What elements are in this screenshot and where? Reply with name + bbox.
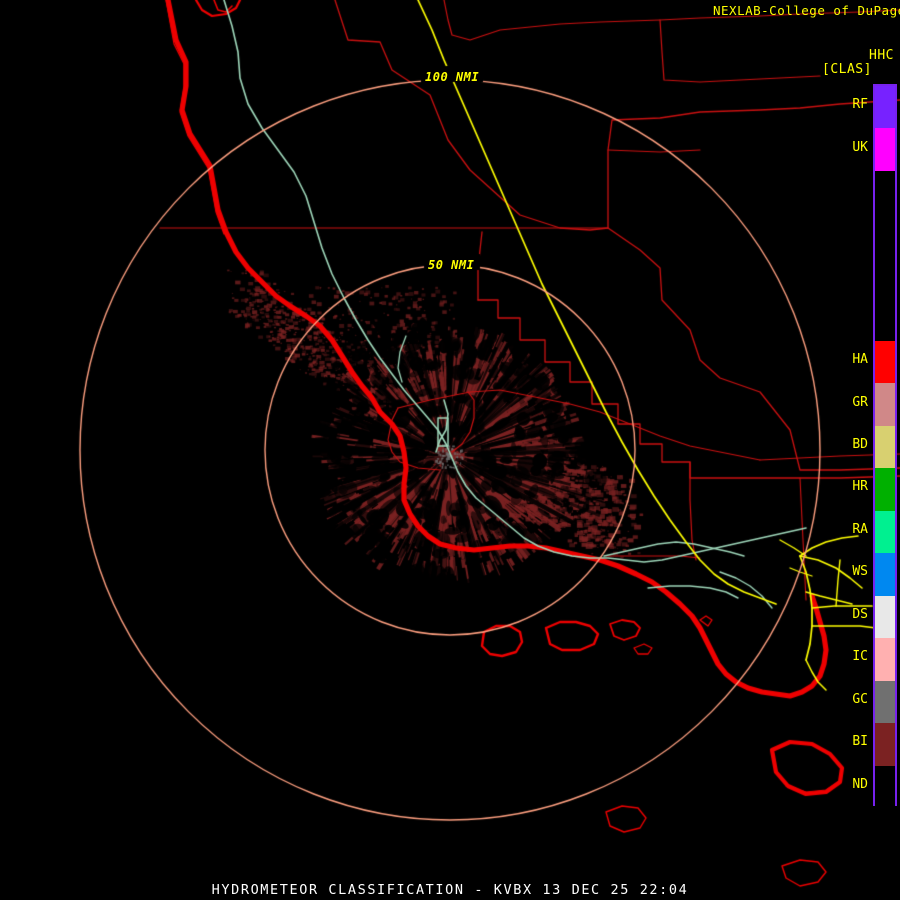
- product-class-tag: [CLAS]: [822, 62, 872, 77]
- range-ring-label-50: 50 NMI: [428, 258, 475, 272]
- legend-label-hail: HA: [852, 352, 868, 368]
- classification-color-legend[interactable]: [873, 84, 897, 808]
- legend-swatch-unknown[interactable]: [875, 128, 895, 171]
- legend-swatch-gap-4[interactable]: [875, 298, 895, 341]
- legend-swatch-gap-3[interactable]: [875, 255, 895, 299]
- legend-label-no-data: ND: [852, 776, 868, 792]
- legend-swatch-hail[interactable]: [875, 340, 895, 384]
- legend-label-big-drops: BD: [852, 437, 868, 452]
- legend-label-unknown: UK: [852, 139, 868, 155]
- legend-swatch-heavy-rain[interactable]: [875, 468, 895, 511]
- attribution-text: NEXLAB-College of DuPage: [713, 3, 900, 18]
- legend-swatch-rain[interactable]: [875, 510, 895, 554]
- legend-swatch-big-drops[interactable]: [875, 425, 895, 469]
- status-bar: HYDROMETEOR CLASSIFICATION - KVBX 13 DEC…: [211, 882, 689, 898]
- legend-swatch-gap-1[interactable]: [875, 170, 895, 214]
- legend-swatch-no-data[interactable]: [875, 765, 895, 808]
- legend-swatch-wet-snow[interactable]: [875, 553, 895, 596]
- legend-label-heavy-rain: HR: [852, 479, 868, 495]
- legend-swatch-graupel[interactable]: [875, 383, 895, 426]
- legend-swatch-range-folded[interactable]: [875, 86, 895, 129]
- product-code-label: HHC: [869, 48, 894, 63]
- legend-label-rain: RA: [852, 521, 868, 537]
- legend-swatch-biological[interactable]: [875, 723, 895, 766]
- legend-swatch-ground-clutter[interactable]: [875, 680, 895, 724]
- legend-label-range-folded: RF: [852, 97, 868, 113]
- legend-label-ice-crystals: IC: [852, 649, 868, 665]
- legend-label-dry-snow: DS: [852, 606, 868, 622]
- legend-label-ground-clutter: GC: [852, 691, 868, 707]
- legend-label-wet-snow: WS: [852, 564, 868, 580]
- attribution-banner: NEXLAB-College of DuPage: [713, 3, 900, 18]
- legend-label-graupel: GR: [852, 394, 868, 410]
- legend-label-biological: BI: [852, 734, 868, 750]
- legend-swatch-dry-snow[interactable]: [875, 595, 895, 639]
- legend-swatch-gap-2[interactable]: [875, 213, 895, 256]
- range-ring-label-100: 100 NMI: [425, 70, 480, 84]
- legend-swatch-ice-crystals[interactable]: [875, 638, 895, 681]
